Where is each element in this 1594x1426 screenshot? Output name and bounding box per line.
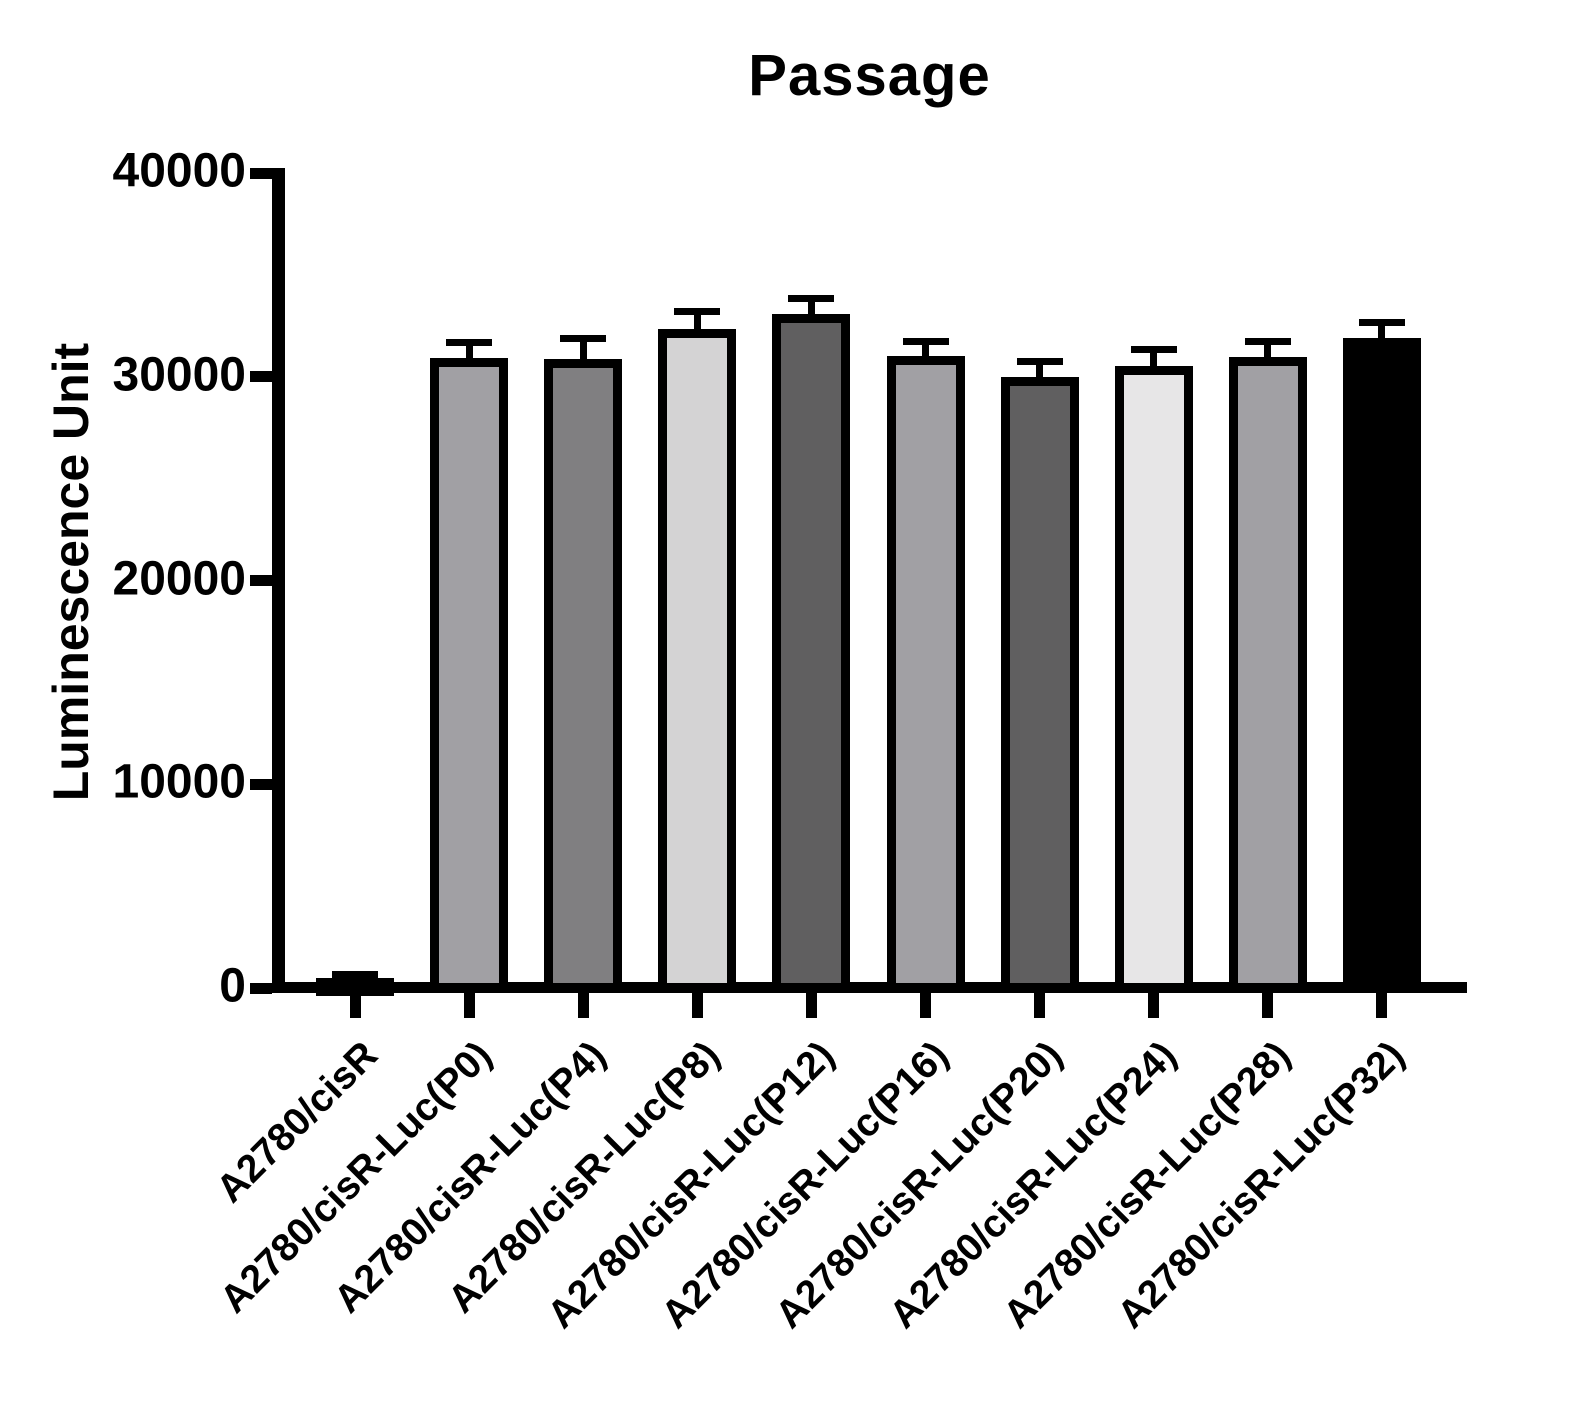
- y-axis-tick: [250, 778, 272, 790]
- x-axis-tick: [1148, 993, 1160, 1018]
- x-axis-line: [272, 982, 1467, 993]
- error-bar-cap: [1130, 345, 1177, 353]
- error-bar-cap: [332, 971, 378, 979]
- x-axis-tick: [1034, 993, 1046, 1018]
- y-axis-tick-label: 20000: [112, 551, 246, 605]
- error-bar-cap: [1244, 338, 1291, 345]
- x-axis-tick: [1262, 993, 1274, 1018]
- bar: [544, 359, 623, 992]
- bar: [1114, 365, 1193, 992]
- chart-title: Passage: [748, 43, 991, 108]
- x-axis-tick: [805, 993, 817, 1018]
- error-bar-line: [1264, 341, 1272, 372]
- error-bar-line: [465, 342, 473, 373]
- bar: [1000, 376, 1079, 992]
- error-bar-cap: [788, 294, 835, 302]
- error-bar-cap: [1358, 318, 1405, 326]
- error-bar-cap: [674, 308, 721, 316]
- x-axis-tick: [577, 993, 589, 1018]
- y-axis-tick-label: 30000: [112, 348, 246, 402]
- error-bar-line: [693, 311, 701, 343]
- error-bar-cap: [446, 338, 493, 346]
- error-bar-line: [1150, 349, 1158, 380]
- y-axis-line: [272, 168, 285, 993]
- y-axis-tick: [250, 167, 272, 179]
- x-axis-tick: [920, 993, 931, 1018]
- bar: [886, 356, 965, 992]
- error-bar-cap: [1016, 357, 1063, 365]
- y-axis-tick-label: 10000: [112, 755, 246, 809]
- error-bar-line: [579, 338, 587, 374]
- x-axis-tick: [349, 993, 361, 1018]
- y-axis-tick: [250, 371, 272, 383]
- x-axis-tick: [691, 993, 703, 1018]
- y-axis-tick: [250, 575, 272, 586]
- error-bar-cap: [902, 337, 949, 345]
- y-axis-tick-label: 40000: [112, 144, 246, 198]
- bar: [316, 977, 394, 996]
- error-bar-line: [1378, 322, 1386, 353]
- error-bar-cap: [560, 334, 607, 342]
- y-axis-tick: [250, 982, 272, 994]
- bar: [1228, 357, 1307, 992]
- x-axis-tick: [463, 993, 475, 1018]
- bar: [1342, 338, 1421, 992]
- y-axis-title: Luminescence Unit: [43, 342, 99, 802]
- error-bar-line: [1036, 361, 1044, 391]
- bar: [658, 328, 737, 992]
- error-bar-line: [807, 298, 815, 328]
- error-bar-line: [922, 341, 929, 371]
- bar: [772, 313, 851, 992]
- x-axis-tick: [1376, 993, 1388, 1018]
- bar: [430, 358, 509, 992]
- y-axis-tick-label: 0: [219, 959, 246, 1013]
